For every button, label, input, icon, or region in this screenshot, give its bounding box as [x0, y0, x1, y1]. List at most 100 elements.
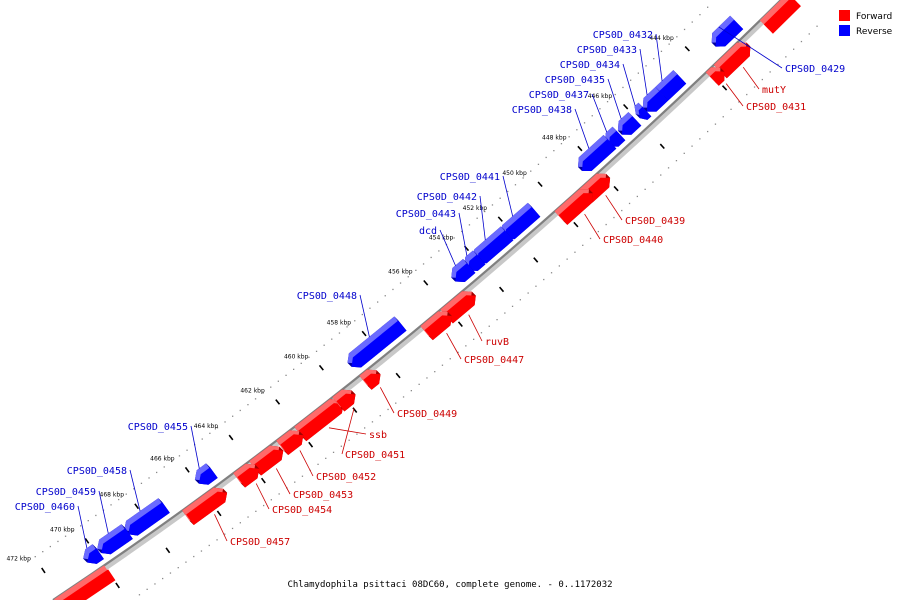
dots-forward: [255, 510, 257, 512]
dots-forward: [808, 33, 810, 35]
gene-ruvb[interactable]: [440, 291, 476, 324]
gene-cps0d_0455[interactable]: [194, 463, 218, 485]
gene-arrow-reverse: [582, 139, 617, 171]
gene-label-cps0d_0448[interactable]: CPS0D_0448: [297, 291, 357, 302]
dots-forward: [185, 561, 187, 563]
gene-leader-line: [502, 175, 514, 217]
gene-cps0d_0457[interactable]: [182, 487, 228, 525]
gene-label-cps0d_0439[interactable]: CPS0D_0439: [625, 216, 685, 227]
dots-reverse: [676, 36, 678, 38]
dots-reverse: [209, 432, 211, 434]
dots-forward: [301, 475, 304, 477]
gene-label-cps0d_0454[interactable]: CPS0D_0454: [272, 505, 332, 516]
dots-reverse: [476, 217, 478, 219]
gene-arrow-reverse: [128, 502, 170, 536]
gene-muty[interactable]: [713, 42, 751, 79]
tick-mark-reverse: [184, 466, 190, 473]
gene-label-cps0d_0429[interactable]: CPS0D_0429: [785, 64, 845, 75]
dots-forward: [785, 56, 787, 58]
dots-forward: [644, 188, 646, 190]
gene-label-cps0d_0435[interactable]: CPS0D_0435: [545, 75, 605, 86]
gene-label-cps0d_0455[interactable]: CPS0D_0455: [128, 422, 188, 433]
gene-cps0d_0452[interactable]: [276, 430, 304, 455]
gene-cps0d_0447[interactable]: [420, 311, 452, 341]
gene-label-cps0d_0457[interactable]: CPS0D_0457: [230, 537, 290, 548]
gene-label-ruvb[interactable]: ruvB: [485, 337, 509, 348]
gene-cps0d_0431[interactable]: [705, 67, 725, 86]
dots-forward: [395, 402, 397, 404]
gene-leader-line: [725, 83, 744, 107]
gene-label-cps0d_0460[interactable]: CPS0D_0460: [15, 502, 75, 513]
gene-ssb[interactable]: [294, 399, 344, 442]
gene-cps0d_0442[interactable]: [473, 226, 514, 264]
gene-label-cps0d_0440[interactable]: CPS0D_0440: [603, 235, 663, 246]
gene-label-cps0d_0449[interactable]: CPS0D_0449: [397, 409, 457, 420]
dots-reverse: [576, 129, 578, 131]
gene-cps0d_0434[interactable]: [634, 102, 652, 120]
gene-label-cps0d_0437[interactable]: CPS0D_0437: [529, 90, 589, 101]
dots-forward: [457, 351, 459, 353]
dots-forward: [216, 539, 218, 541]
gene-label-cps0d_0459[interactable]: CPS0D_0459: [36, 487, 96, 498]
gene-cps0d_0435[interactable]: [617, 112, 642, 135]
gene-cps0d_0448[interactable]: [347, 316, 407, 368]
genome-backbone-shadow: [53, 0, 789, 605]
gene-label-cps0d_0431[interactable]: CPS0D_0431: [746, 102, 806, 113]
legend-swatch-reverse: [839, 25, 850, 36]
gene-cps0d_0440[interactable]: [554, 189, 593, 225]
gene-label-cps0d_0453[interactable]: CPS0D_0453: [293, 490, 353, 501]
gene-dcd[interactable]: [451, 259, 476, 282]
gene-arrow-forward: [298, 403, 344, 442]
dots-reverse: [438, 250, 440, 252]
gene-label-cps0d_0451[interactable]: CPS0D_0451: [345, 450, 405, 461]
tick-mark-reverse: [318, 364, 324, 371]
gene-cps0d_0449[interactable]: [359, 369, 381, 390]
tick-mark-reverse: [228, 434, 234, 441]
gene-arrow-reverse: [658, 74, 687, 101]
gene-label-cps0d_0441[interactable]: CPS0D_0441: [440, 172, 500, 183]
gene-arrow-reverse: [715, 19, 744, 47]
dots-forward: [387, 408, 389, 411]
gene-leader-line: [341, 408, 355, 455]
gene-label-cps0d_0447[interactable]: CPS0D_0447: [464, 355, 524, 366]
dots-forward: [473, 338, 475, 340]
gene-leader-line: [299, 450, 314, 477]
dots-forward: [746, 93, 748, 96]
gene-cps0d_0460[interactable]: [83, 544, 104, 564]
dots-forward: [162, 577, 164, 580]
gene-label-cps0d_0434[interactable]: CPS0D_0434: [560, 60, 620, 71]
gene-cps0d_0459[interactable]: [97, 524, 133, 555]
gene-label-cps0d_0442[interactable]: CPS0D_0442: [417, 192, 477, 203]
dots-reverse: [491, 204, 494, 206]
gene-label-cps0d_0458[interactable]: CPS0D_0458: [67, 466, 127, 477]
gene-leader-line: [77, 505, 88, 549]
gene-label-cps0d_0452[interactable]: CPS0D_0452: [316, 472, 376, 483]
gene-cps0d_0441[interactable]: [501, 202, 541, 240]
gene-cps0d_0432[interactable]: [654, 70, 687, 101]
gene-cps0d_0451[interactable]: [332, 389, 356, 412]
tick-label: 464 kbp: [194, 423, 219, 430]
dots-forward: [138, 594, 141, 596]
gene-cps0d_0458[interactable]: [124, 498, 170, 536]
gene-label-dcd[interactable]: dcd: [419, 226, 437, 237]
gene-label-cps0d_0432[interactable]: CPS0D_0432: [593, 30, 653, 41]
gene-label-cps0d_0433[interactable]: CPS0D_0433: [577, 45, 637, 56]
dots-forward: [410, 390, 412, 392]
gene-label-muty[interactable]: mutY: [762, 85, 786, 96]
gene-arrow-forward: [717, 46, 751, 79]
gene-label-cps0d_0438[interactable]: CPS0D_0438: [512, 105, 572, 116]
dots-forward: [699, 138, 701, 140]
dots-reverse: [110, 504, 112, 506]
gene-cps0d_0438[interactable]: [578, 135, 617, 171]
gene-arrow-reverse: [198, 467, 218, 485]
gene-cps0d_0433[interactable]: [642, 87, 669, 112]
gene-label-ssb[interactable]: ssb: [369, 430, 387, 441]
gene-label-cps0d_0443[interactable]: CPS0D_0443: [396, 209, 456, 220]
dots-forward: [332, 451, 335, 453]
dots-forward: [340, 445, 342, 447]
dots-forward: [800, 40, 803, 43]
gene-cps0d_0454[interactable]: [233, 463, 260, 488]
gene-arrow-reverse: [505, 206, 541, 240]
dots-forward: [605, 223, 607, 226]
dots-reverse: [691, 21, 693, 23]
